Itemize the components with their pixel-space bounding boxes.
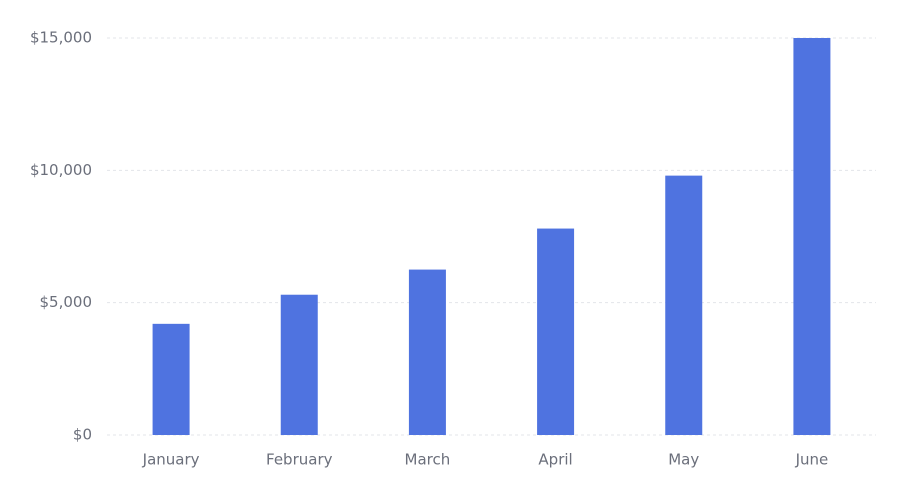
x-tick-label: May: [668, 451, 699, 469]
y-tick-label: $0: [73, 426, 92, 444]
y-axis-tick-labels: $0 $5,000 $10,000 $15,000: [30, 29, 92, 444]
x-tick-label: April: [538, 451, 572, 469]
y-tick-label: $5,000: [40, 293, 93, 311]
bar-may[interactable]: [665, 175, 703, 436]
bar-april[interactable]: [537, 228, 575, 435]
bar-june[interactable]: [793, 38, 831, 435]
y-tick-label: $15,000: [30, 29, 92, 47]
x-axis-tick-labels: January February March April May June: [142, 451, 829, 469]
bars: [152, 38, 831, 436]
x-tick-label: February: [266, 451, 333, 469]
bar-february[interactable]: [280, 294, 318, 435]
grid-lines: [107, 37, 876, 436]
y-tick-label: $10,000: [30, 161, 92, 179]
x-tick-label: June: [795, 451, 829, 469]
bar-january[interactable]: [152, 323, 190, 435]
x-tick-label: March: [405, 451, 451, 469]
bar-march[interactable]: [408, 269, 446, 435]
x-tick-label: January: [142, 451, 200, 469]
